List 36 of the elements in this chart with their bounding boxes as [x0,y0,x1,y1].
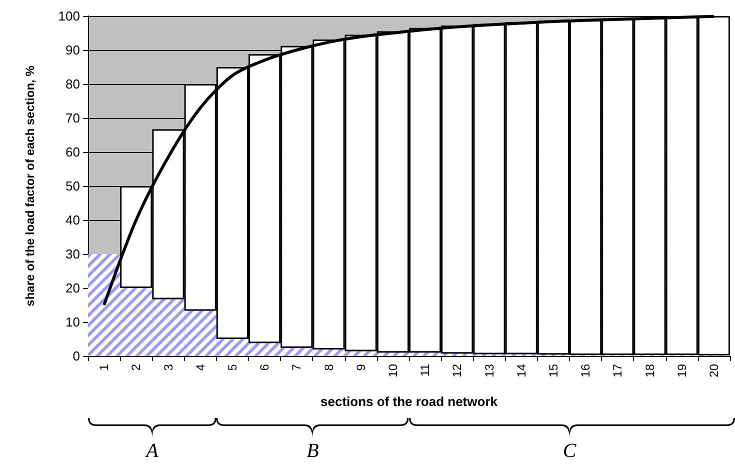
x-tick-label: 19 [674,364,689,378]
y-tick-label: 50 [66,178,80,194]
x-tick-label: 8 [322,364,336,371]
x-tick-label: 7 [290,364,304,371]
text: A [146,440,158,463]
x-tick-label: 4 [193,364,208,371]
x-tick-label: 15 [546,364,560,378]
y-tick-label: 10 [66,314,80,330]
x-tick-label: 13 [482,364,496,378]
x-tick-label: 5 [225,364,240,371]
x-tick-label: 2 [129,364,144,371]
x-axis-title: sections of the road network [320,394,498,409]
y-axis-title: share of the load factor of each section, % [23,65,37,306]
y-tick-label: 80 [66,76,80,92]
y-tick-label: 40 [66,212,80,228]
x-tick-label: 12 [450,364,464,378]
x-tick-label: 1 [97,364,112,371]
y-tick-label: 100 [58,8,80,24]
y-tick-label: 70 [66,110,80,126]
x-tick-label: 3 [161,364,176,371]
text: B [306,440,319,463]
x-tick-label: 20 [706,364,721,378]
x-tick-label: 17 [610,364,625,378]
y-tick-label: 90 [66,42,80,58]
x-tick-label: 14 [514,364,528,378]
x-tick-label: 11 [418,364,432,376]
y-tick-label: 60 [66,144,80,160]
y-tick-label: 0 [72,348,80,364]
y-tick-label: 30 [66,246,80,262]
y-tick-label: 20 [66,280,80,296]
x-tick-label: 10 [386,364,400,378]
x-tick-label: 18 [642,364,657,378]
x-tick-label: 16 [578,364,593,378]
x-tick-label: 9 [354,364,368,371]
x-tick-label: 6 [258,364,272,371]
text: C [562,440,576,463]
